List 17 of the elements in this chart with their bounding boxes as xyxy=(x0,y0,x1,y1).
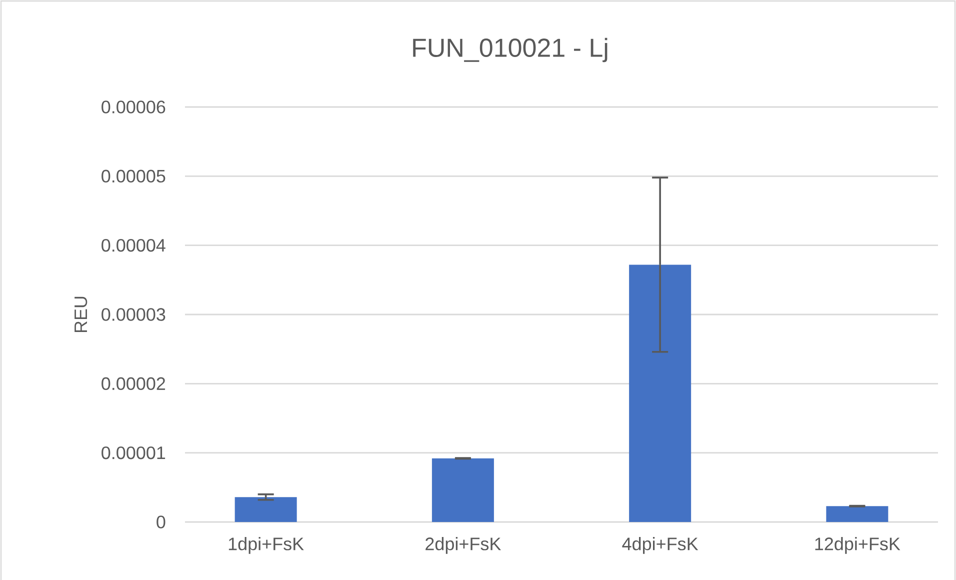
y-tick-label: 0.00004 xyxy=(102,238,166,252)
y-tick-label: 0.00003 xyxy=(102,308,166,321)
y-axis-title: REU xyxy=(74,296,88,332)
y-tick-label: 0.00002 xyxy=(102,377,166,390)
bar xyxy=(234,497,297,522)
x-tick-label: 1dpi+FsK xyxy=(228,537,304,554)
chart-title: FUN_010021 - Lj xyxy=(413,38,608,62)
y-tick-label: 0.00005 xyxy=(102,170,166,183)
x-tick-label: 4dpi+FsK xyxy=(622,537,698,554)
x-tick-label: 12dpi+FsK xyxy=(815,537,900,554)
y-tick-label: 0 xyxy=(156,516,166,528)
bar xyxy=(432,458,494,522)
y-tick-label: 0.00006 xyxy=(102,100,166,114)
bar xyxy=(629,264,692,522)
y-tick-label: 0.00001 xyxy=(102,446,166,460)
x-tick-label: 2dpi+FsK xyxy=(426,537,501,554)
bar xyxy=(826,506,888,522)
